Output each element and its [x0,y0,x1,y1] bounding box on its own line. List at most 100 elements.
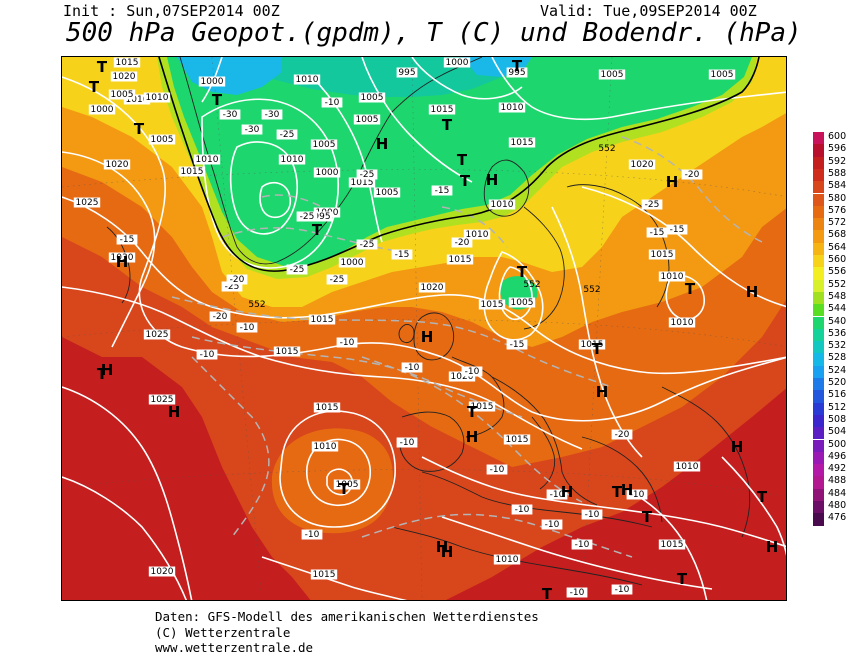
temp-label-bg [541,519,563,530]
scale-label: 496 [828,450,847,462]
low-pressure-marker: T [212,91,223,109]
contour-label-bg [498,102,526,113]
init-time: Init : Sun,07SEP2014 00Z [63,2,280,20]
scale-label: 536 [828,327,847,339]
scale-swatch [813,267,824,280]
temp-label-bg [611,584,633,595]
contour-label-bg [308,314,336,325]
scale-label: 492 [828,463,847,475]
contour-label-bg [143,329,171,340]
scale-swatch [813,488,824,501]
temp-label: -10 [550,490,565,500]
temp-label: -10 [325,98,340,108]
temp-label: -25 [360,170,375,180]
contour-label: 1010 [661,272,684,282]
contour-label: 1010 [671,318,694,328]
scale-row: 532 [810,340,850,354]
low-pressure-marker: T [542,585,553,601]
contour-label: 1015 [651,250,674,260]
temp-label-bg [646,227,668,238]
temp-label: -25 [360,240,375,250]
contour-label-bg [508,297,536,308]
scale-swatch [813,279,824,292]
temp-label-bg [611,429,633,440]
contour-label-bg [310,139,338,150]
scale-row: 560 [810,254,850,268]
scale-swatch [813,255,824,268]
scale-row: 512 [810,402,850,415]
scale-row: 492 [810,463,850,477]
scale-row: 564 [810,242,850,255]
contour-label: 1010 [491,200,514,210]
scale-swatch [813,304,824,317]
contour-label-bg [313,167,341,178]
scale-row: 500 [810,439,850,452]
high-pressure-marker: H [168,403,181,421]
scale-label: 504 [828,426,847,438]
temp-label: -20 [230,275,245,285]
temp-label-bg [626,489,648,500]
scale-label: 552 [828,278,847,290]
temp-label-bg [666,224,688,235]
scale-label: 600 [828,131,847,142]
temp-label-bg [226,274,248,285]
contour-label-bg [478,299,506,310]
temp-label-bg [356,239,378,250]
scale-label: 520 [828,377,847,388]
scale-label: 516 [828,389,847,401]
contour-label-bg [358,92,386,103]
temp-label: -20 [455,238,470,248]
scale-row: 504 [810,426,850,440]
temp-label: -10 [400,438,415,448]
temp-label: -10 [545,520,560,530]
contour-label-bg [493,554,521,565]
contour-label-bg [373,187,401,198]
contour-label-bg [338,257,366,268]
temp-label-bg [321,97,343,108]
scale-swatch [813,513,824,526]
scale-row: 524 [810,365,850,378]
scale-swatch [813,230,824,243]
contour-label: 1005 [336,480,359,490]
temp-label: -20 [615,430,630,440]
contour-label: 995 [313,212,330,222]
high-pressure-marker: H [731,438,744,456]
scale-label: 596 [828,143,847,155]
temp-label: -15 [395,250,410,260]
footer-data-source: Daten: GFS-Modell des amerikanischen Wet… [155,609,539,624]
temp-label-bg [581,509,603,520]
temp-label-bg [451,237,473,248]
temp-label: -10 [490,465,505,475]
contour-label-bg [148,394,176,405]
scale-row: 552 [810,278,850,292]
scale-row: 496 [810,450,850,465]
scale-row: 480 [810,500,850,514]
temp-label-bg [236,322,258,333]
low-pressure-marker: T [685,280,696,298]
temp-label: -30 [223,110,238,120]
temp-label: -25 [645,200,660,210]
low-pressure-marker: T [97,58,108,76]
scale-swatch [813,390,824,403]
high-pressure-marker: H [421,328,434,346]
scale-label: 476 [828,512,847,524]
temp-label-bg [461,366,483,377]
temp-label-bg [511,504,533,515]
scale-label: 572 [828,217,847,229]
scale-label: 488 [828,475,847,487]
temp-label: -10 [575,540,590,550]
temp-label: -10 [200,350,215,360]
contour-label-bg [148,134,176,145]
contour-label-bg [311,441,339,452]
scale-row: 476 [810,512,850,526]
temp-label: -25 [280,130,295,140]
high-pressure-marker: H [376,135,389,153]
contour-label-bg [348,177,376,188]
scale-row: 508 [810,414,850,428]
temp-label-bg [566,587,588,598]
low-pressure-marker: T [592,340,603,358]
scale-label: 588 [828,167,847,179]
temp-label: -10 [585,510,600,520]
scale-row: 584 [810,180,850,194]
